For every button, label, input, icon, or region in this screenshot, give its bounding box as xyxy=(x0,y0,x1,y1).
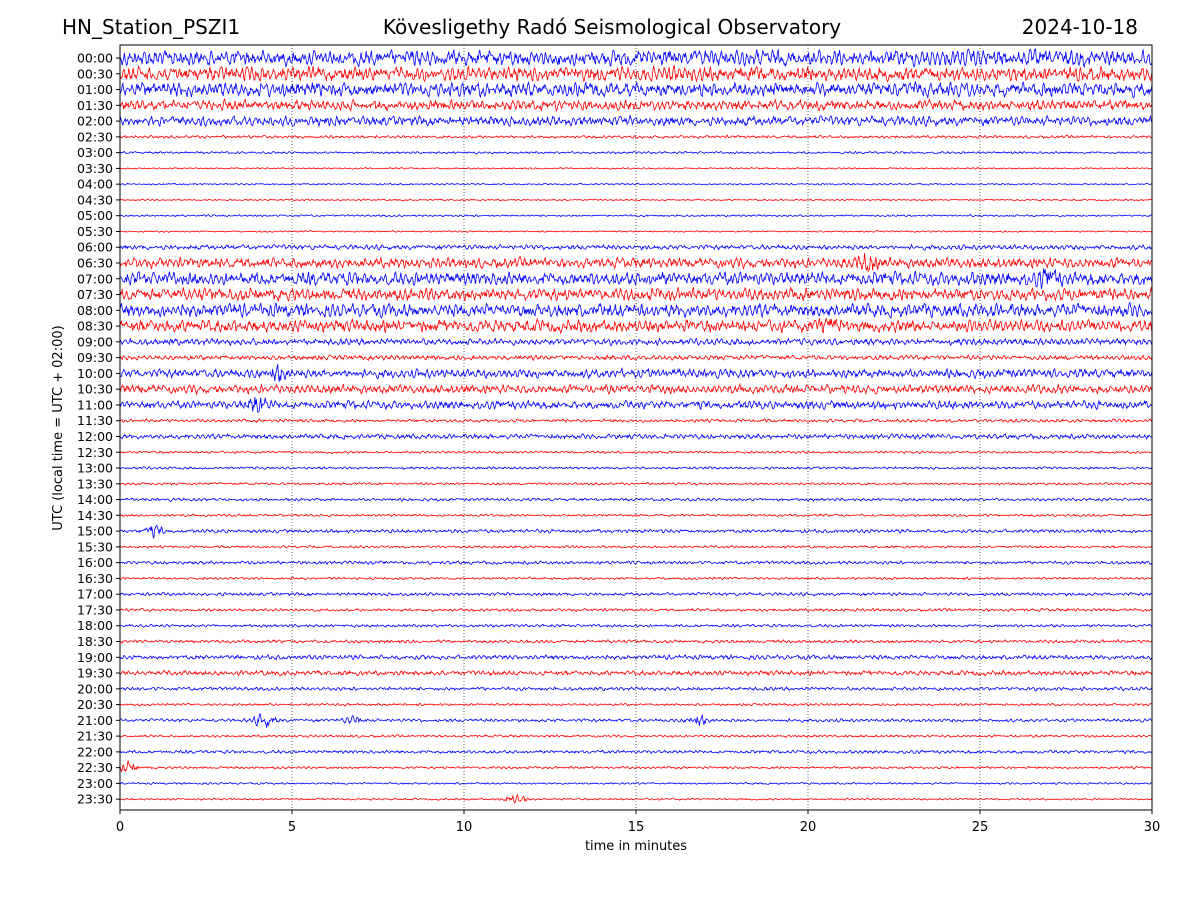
y-tick-label: 19:30 xyxy=(77,666,113,681)
y-tick-label: 06:00 xyxy=(77,240,113,255)
y-tick-label: 20:30 xyxy=(77,697,113,712)
trace-1630 xyxy=(119,576,1153,581)
x-tick-label: 15 xyxy=(628,820,645,835)
y-tick-label: 17:00 xyxy=(77,587,113,602)
y-tick-label: 15:00 xyxy=(77,524,113,539)
grid-layer xyxy=(291,45,981,810)
x-axis-label: time in minutes xyxy=(585,839,687,854)
y-tick-label: 07:30 xyxy=(77,287,113,302)
y-tick-label: 21:30 xyxy=(77,729,113,744)
y-tick-label: 13:30 xyxy=(77,476,113,491)
trace-0030 xyxy=(119,64,1153,83)
y-tick-label: 03:30 xyxy=(77,161,113,176)
y-tick-label: 00:30 xyxy=(77,66,113,81)
trace-1900 xyxy=(119,653,1153,661)
y-tick-label: 23:30 xyxy=(77,792,113,807)
plot-date: 2024-10-18 xyxy=(1021,15,1138,39)
y-tick-label: 12:30 xyxy=(77,445,113,460)
y-tick-label: 22:00 xyxy=(77,744,113,759)
y-tick-label: 02:00 xyxy=(77,114,113,129)
y-tick-label: 09:00 xyxy=(77,334,113,349)
y-tick-label: 14:00 xyxy=(77,492,113,507)
observatory-title: Kövesligethy Radó Seismological Observat… xyxy=(382,15,842,39)
trace-0900 xyxy=(119,337,1153,347)
y-tick-label: 18:30 xyxy=(77,634,113,649)
y-tick-label: 05:30 xyxy=(77,224,113,239)
y-tick-label: 01:30 xyxy=(77,98,113,113)
trace-1600 xyxy=(119,560,1153,566)
y-axis: 00:0000:3001:0001:3002:0002:3003:0003:30… xyxy=(77,51,120,807)
trace-0400 xyxy=(119,182,1153,186)
y-tick-label: 08:00 xyxy=(77,303,113,318)
trace-1430 xyxy=(120,513,1152,518)
y-tick-label: 03:00 xyxy=(77,145,113,160)
x-tick-label: 30 xyxy=(1144,820,1161,835)
trace-1830 xyxy=(120,638,1153,644)
trace-0430 xyxy=(119,198,1153,202)
x-axis: 0 5 10 15 20 25 30 xyxy=(116,810,1160,835)
y-tick-label: 05:00 xyxy=(77,208,113,223)
trace-2030 xyxy=(119,702,1153,707)
y-tick-label: 11:30 xyxy=(77,413,113,428)
y-tick-label: 02:30 xyxy=(77,129,113,144)
y-tick-label: 14:30 xyxy=(77,508,113,523)
y-tick-label: 04:00 xyxy=(77,177,113,192)
y-tick-label: 20:00 xyxy=(77,681,113,696)
y-tick-label: 08:30 xyxy=(77,319,113,334)
station-name: HN_Station_PSZI1 xyxy=(62,15,241,39)
x-tick-label: 20 xyxy=(800,820,817,835)
y-tick-label: 19:00 xyxy=(77,650,113,665)
y-tick-label: 12:00 xyxy=(77,429,113,444)
trace-1000 xyxy=(119,364,1153,382)
y-tick-label: 22:30 xyxy=(77,760,113,775)
y-tick-label: 07:00 xyxy=(77,271,113,286)
y-tick-label: 21:00 xyxy=(77,713,113,728)
y-tick-label: 06:30 xyxy=(77,256,113,271)
y-tick-label: 11:00 xyxy=(77,397,113,412)
y-tick-label: 10:30 xyxy=(77,382,113,397)
y-tick-label: 09:30 xyxy=(77,350,113,365)
y-axis-label: UTC (local time = UTC + 02:00) xyxy=(51,325,66,530)
x-tick-label: 5 xyxy=(288,820,296,835)
y-tick-label: 00:00 xyxy=(77,51,113,66)
y-tick-label: 13:00 xyxy=(77,461,113,476)
y-tick-label: 16:00 xyxy=(77,555,113,570)
x-tick-label: 25 xyxy=(972,820,989,835)
y-tick-label: 18:00 xyxy=(77,618,113,633)
y-tick-label: 10:00 xyxy=(77,366,113,381)
y-tick-label: 04:30 xyxy=(77,192,113,207)
trace-1030 xyxy=(119,382,1153,396)
trace-1930 xyxy=(119,669,1153,677)
y-tick-label: 01:00 xyxy=(77,82,113,97)
y-tick-label: 23:00 xyxy=(77,776,113,791)
x-tick-label: 10 xyxy=(456,820,473,835)
y-tick-label: 15:30 xyxy=(77,539,113,554)
y-tick-label: 16:30 xyxy=(77,571,113,586)
y-tick-label: 17:30 xyxy=(77,602,113,617)
x-tick-label: 0 xyxy=(116,820,124,835)
